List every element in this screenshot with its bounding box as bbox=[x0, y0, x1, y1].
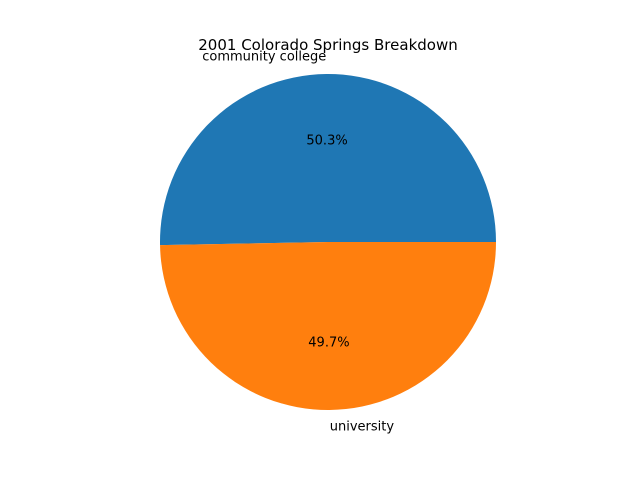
chart-title: 2001 Colorado Springs Breakdown bbox=[198, 36, 457, 54]
pie-category-label-community-college: community college bbox=[202, 50, 326, 65]
pie-percent-label-university: 49.7% bbox=[308, 335, 349, 350]
pie-slices bbox=[159, 73, 496, 410]
pie-labels: 50.3% community college 49.7% university bbox=[202, 50, 394, 435]
pie-slice-community-college bbox=[159, 73, 496, 246]
pie-slice-university bbox=[160, 242, 496, 410]
pie-percent-label-community-college: 50.3% bbox=[306, 134, 347, 149]
pie-category-label-university: university bbox=[330, 419, 395, 434]
